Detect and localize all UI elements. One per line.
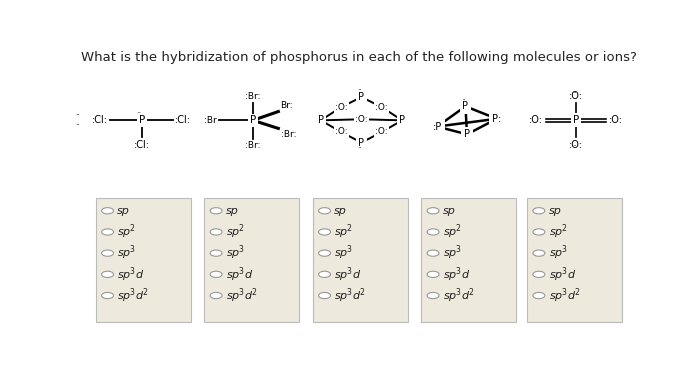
Text: :O:: :O:: [609, 115, 623, 126]
Circle shape: [102, 229, 113, 235]
Text: sp$^3$: sp$^3$: [335, 244, 354, 262]
Text: P: P: [463, 101, 468, 111]
Circle shape: [318, 250, 330, 256]
Text: sp$^3$d$^2$: sp$^3$d$^2$: [118, 286, 149, 305]
Circle shape: [102, 271, 113, 277]
Text: ··: ··: [572, 90, 577, 98]
Text: P:: P:: [492, 114, 501, 124]
FancyBboxPatch shape: [96, 198, 190, 322]
Text: P: P: [318, 115, 324, 126]
Text: P: P: [399, 115, 405, 126]
Text: sp$^3$d$^2$: sp$^3$d$^2$: [226, 286, 258, 305]
Text: ··: ··: [572, 142, 577, 151]
FancyBboxPatch shape: [204, 198, 299, 322]
Text: ··: ··: [76, 123, 80, 128]
Circle shape: [318, 229, 330, 235]
Circle shape: [318, 292, 330, 299]
Text: :O:: :O:: [568, 140, 582, 150]
Text: ··: ··: [357, 144, 362, 153]
Circle shape: [427, 208, 439, 214]
Circle shape: [210, 208, 222, 214]
FancyBboxPatch shape: [421, 198, 516, 322]
Text: P: P: [573, 115, 579, 126]
Text: :O:: :O:: [375, 127, 388, 137]
Text: sp$^3$d$^2$: sp$^3$d$^2$: [443, 286, 475, 305]
Text: :O:: :O:: [335, 103, 347, 112]
Text: sp$^2$: sp$^2$: [335, 223, 354, 241]
Text: sp: sp: [443, 206, 456, 216]
Text: P: P: [464, 129, 470, 139]
Text: sp$^3$d: sp$^3$d: [443, 265, 470, 284]
Circle shape: [102, 250, 113, 256]
Circle shape: [533, 229, 545, 235]
Text: sp$^3$: sp$^3$: [226, 244, 245, 262]
Circle shape: [427, 292, 439, 299]
Circle shape: [210, 250, 222, 256]
Circle shape: [533, 271, 545, 277]
Text: sp$^3$: sp$^3$: [443, 244, 462, 262]
Text: :Cl:: :Cl:: [134, 140, 150, 150]
Text: ··: ··: [461, 96, 466, 105]
Text: sp$^3$: sp$^3$: [118, 244, 136, 262]
Text: :O:: :O:: [335, 127, 347, 137]
Text: sp$^3$d: sp$^3$d: [549, 265, 576, 284]
Text: sp$^2$: sp$^2$: [226, 223, 245, 241]
Text: :O:: :O:: [528, 115, 542, 126]
Circle shape: [427, 250, 439, 256]
Text: :Br:: :Br:: [245, 92, 260, 101]
Circle shape: [533, 292, 545, 299]
Text: sp$^3$d: sp$^3$d: [118, 265, 145, 284]
Text: P: P: [358, 92, 365, 102]
Text: :Cl:: :Cl:: [175, 115, 191, 126]
Text: sp$^2$: sp$^2$: [118, 223, 136, 241]
Circle shape: [318, 271, 330, 277]
Text: ··: ··: [76, 112, 80, 118]
Text: sp: sp: [335, 206, 347, 216]
Circle shape: [210, 229, 222, 235]
Text: P: P: [139, 115, 145, 126]
Text: :O:: :O:: [375, 103, 388, 112]
Text: :O:: :O:: [568, 91, 582, 101]
Text: sp$^2$: sp$^2$: [549, 223, 568, 241]
Text: sp: sp: [118, 206, 130, 216]
Text: :P: :P: [433, 121, 442, 131]
Text: sp$^3$d: sp$^3$d: [335, 265, 362, 284]
Text: sp$^3$: sp$^3$: [549, 244, 568, 262]
Circle shape: [427, 229, 439, 235]
FancyBboxPatch shape: [527, 198, 622, 322]
Circle shape: [533, 250, 545, 256]
Circle shape: [318, 208, 330, 214]
Text: sp$^2$: sp$^2$: [443, 223, 462, 241]
Text: What is the hybridization of phosphorus in each of the following molecules or io: What is the hybridization of phosphorus …: [80, 51, 637, 64]
Text: :Br: :Br: [204, 116, 217, 125]
Circle shape: [533, 208, 545, 214]
Text: :O:: :O:: [355, 115, 368, 124]
Text: ··: ··: [136, 109, 141, 118]
Circle shape: [210, 292, 222, 299]
Text: sp: sp: [549, 206, 561, 216]
Text: sp: sp: [226, 206, 239, 216]
Text: :Cl:: :Cl:: [92, 115, 108, 126]
Circle shape: [102, 208, 113, 214]
Circle shape: [102, 292, 113, 299]
Text: sp$^3$d$^2$: sp$^3$d$^2$: [549, 286, 580, 305]
Text: :Br:: :Br:: [245, 141, 260, 150]
Text: sp$^3$d$^2$: sp$^3$d$^2$: [335, 286, 366, 305]
Text: sp$^3$d: sp$^3$d: [226, 265, 253, 284]
Text: P: P: [250, 115, 256, 126]
Text: :Br:: :Br:: [281, 130, 296, 139]
FancyBboxPatch shape: [313, 198, 407, 322]
Text: ··: ··: [357, 86, 362, 95]
Text: Br:: Br:: [281, 101, 293, 110]
Text: P: P: [358, 138, 365, 148]
Circle shape: [427, 271, 439, 277]
Circle shape: [210, 271, 222, 277]
